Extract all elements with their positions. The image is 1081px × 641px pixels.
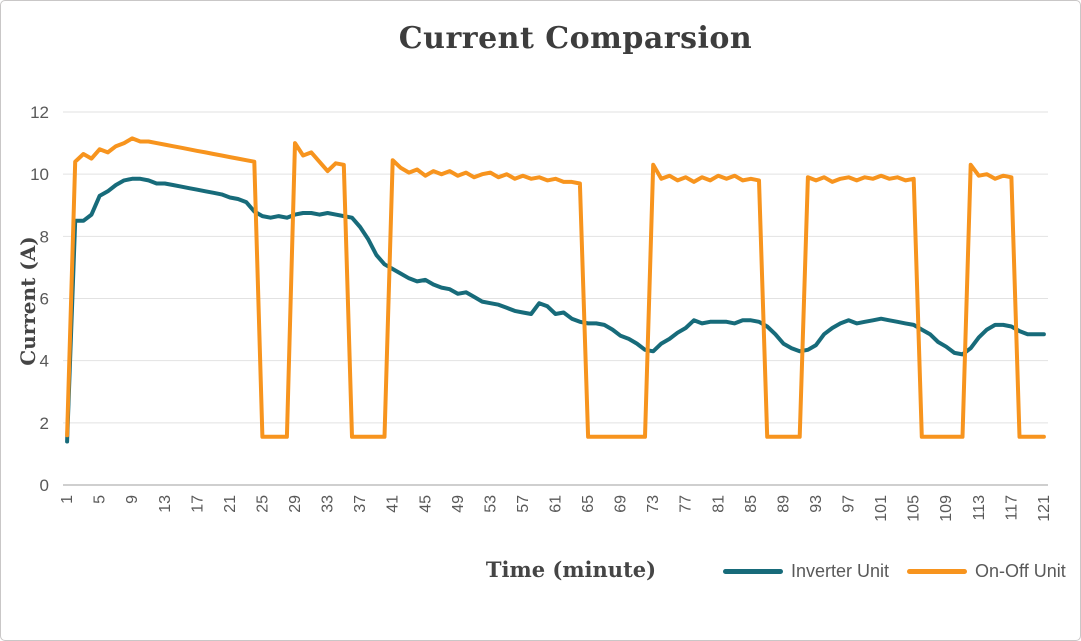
- x-tick-label: 85: [743, 495, 760, 513]
- legend-swatch-on-off-unit: [907, 569, 968, 574]
- x-tick-label: 49: [450, 495, 467, 513]
- x-tick-label: 21: [222, 495, 239, 513]
- legend-label-inverter-unit: Inverter Unit: [791, 561, 890, 581]
- x-tick-label: 69: [613, 495, 630, 513]
- x-tick-label: 77: [678, 495, 695, 513]
- x-tick-label: 101: [873, 495, 890, 522]
- series-line-on-off-unit: [65, 136, 1046, 439]
- x-tick-label: 29: [287, 495, 304, 513]
- x-tick-label: 37: [352, 495, 369, 513]
- y-tick-label: 2: [40, 414, 49, 433]
- x-tick-label: 33: [320, 495, 337, 513]
- x-tick-label: 17: [189, 495, 206, 513]
- x-tick-label: 93: [808, 495, 825, 513]
- x-tick-label: 61: [548, 495, 565, 513]
- x-tick-label: 109: [938, 495, 955, 522]
- y-axis-title: Current (A): [16, 236, 40, 366]
- x-tick-label: 97: [841, 495, 858, 513]
- x-tick-label: 53: [482, 495, 499, 513]
- chart-title: Current Comparsion: [398, 21, 753, 56]
- x-tick-label: 57: [515, 495, 532, 513]
- x-tick-label: 9: [124, 495, 141, 504]
- series-line-inverter-unit: [65, 176, 1046, 444]
- x-tick-label: 13: [157, 495, 174, 513]
- y-tick-label: 12: [30, 103, 49, 122]
- x-tick-label: 89: [775, 495, 792, 513]
- x-tick-label: 65: [580, 495, 597, 513]
- legend-label-on-off-unit: On-Off Unit: [975, 561, 1066, 581]
- y-tick-label: 6: [40, 290, 49, 309]
- x-tick-label: 121: [1036, 495, 1053, 522]
- y-tick-label: 10: [30, 165, 49, 184]
- y-tick-label: 4: [40, 352, 49, 371]
- x-tick-label: 45: [417, 495, 434, 513]
- legend: Inverter Unit On-Off Unit: [723, 561, 1080, 582]
- y-tick-label: 0: [40, 476, 49, 495]
- x-tick-label: 41: [385, 495, 402, 513]
- x-tick-label: 105: [906, 495, 923, 522]
- x-tick-label: 5: [92, 495, 109, 504]
- legend-swatch-inverter-unit: [723, 569, 783, 574]
- x-tick-label: 73: [645, 495, 662, 513]
- x-tick-label: 113: [971, 495, 988, 521]
- x-axis-title: Time (minute): [485, 557, 657, 582]
- x-tick-label: 25: [254, 495, 271, 513]
- x-tick-label: 81: [710, 495, 727, 513]
- y-tick-label: 8: [40, 227, 49, 246]
- x-tick-label: 117: [1003, 495, 1020, 521]
- x-tick-label: 1: [59, 495, 76, 504]
